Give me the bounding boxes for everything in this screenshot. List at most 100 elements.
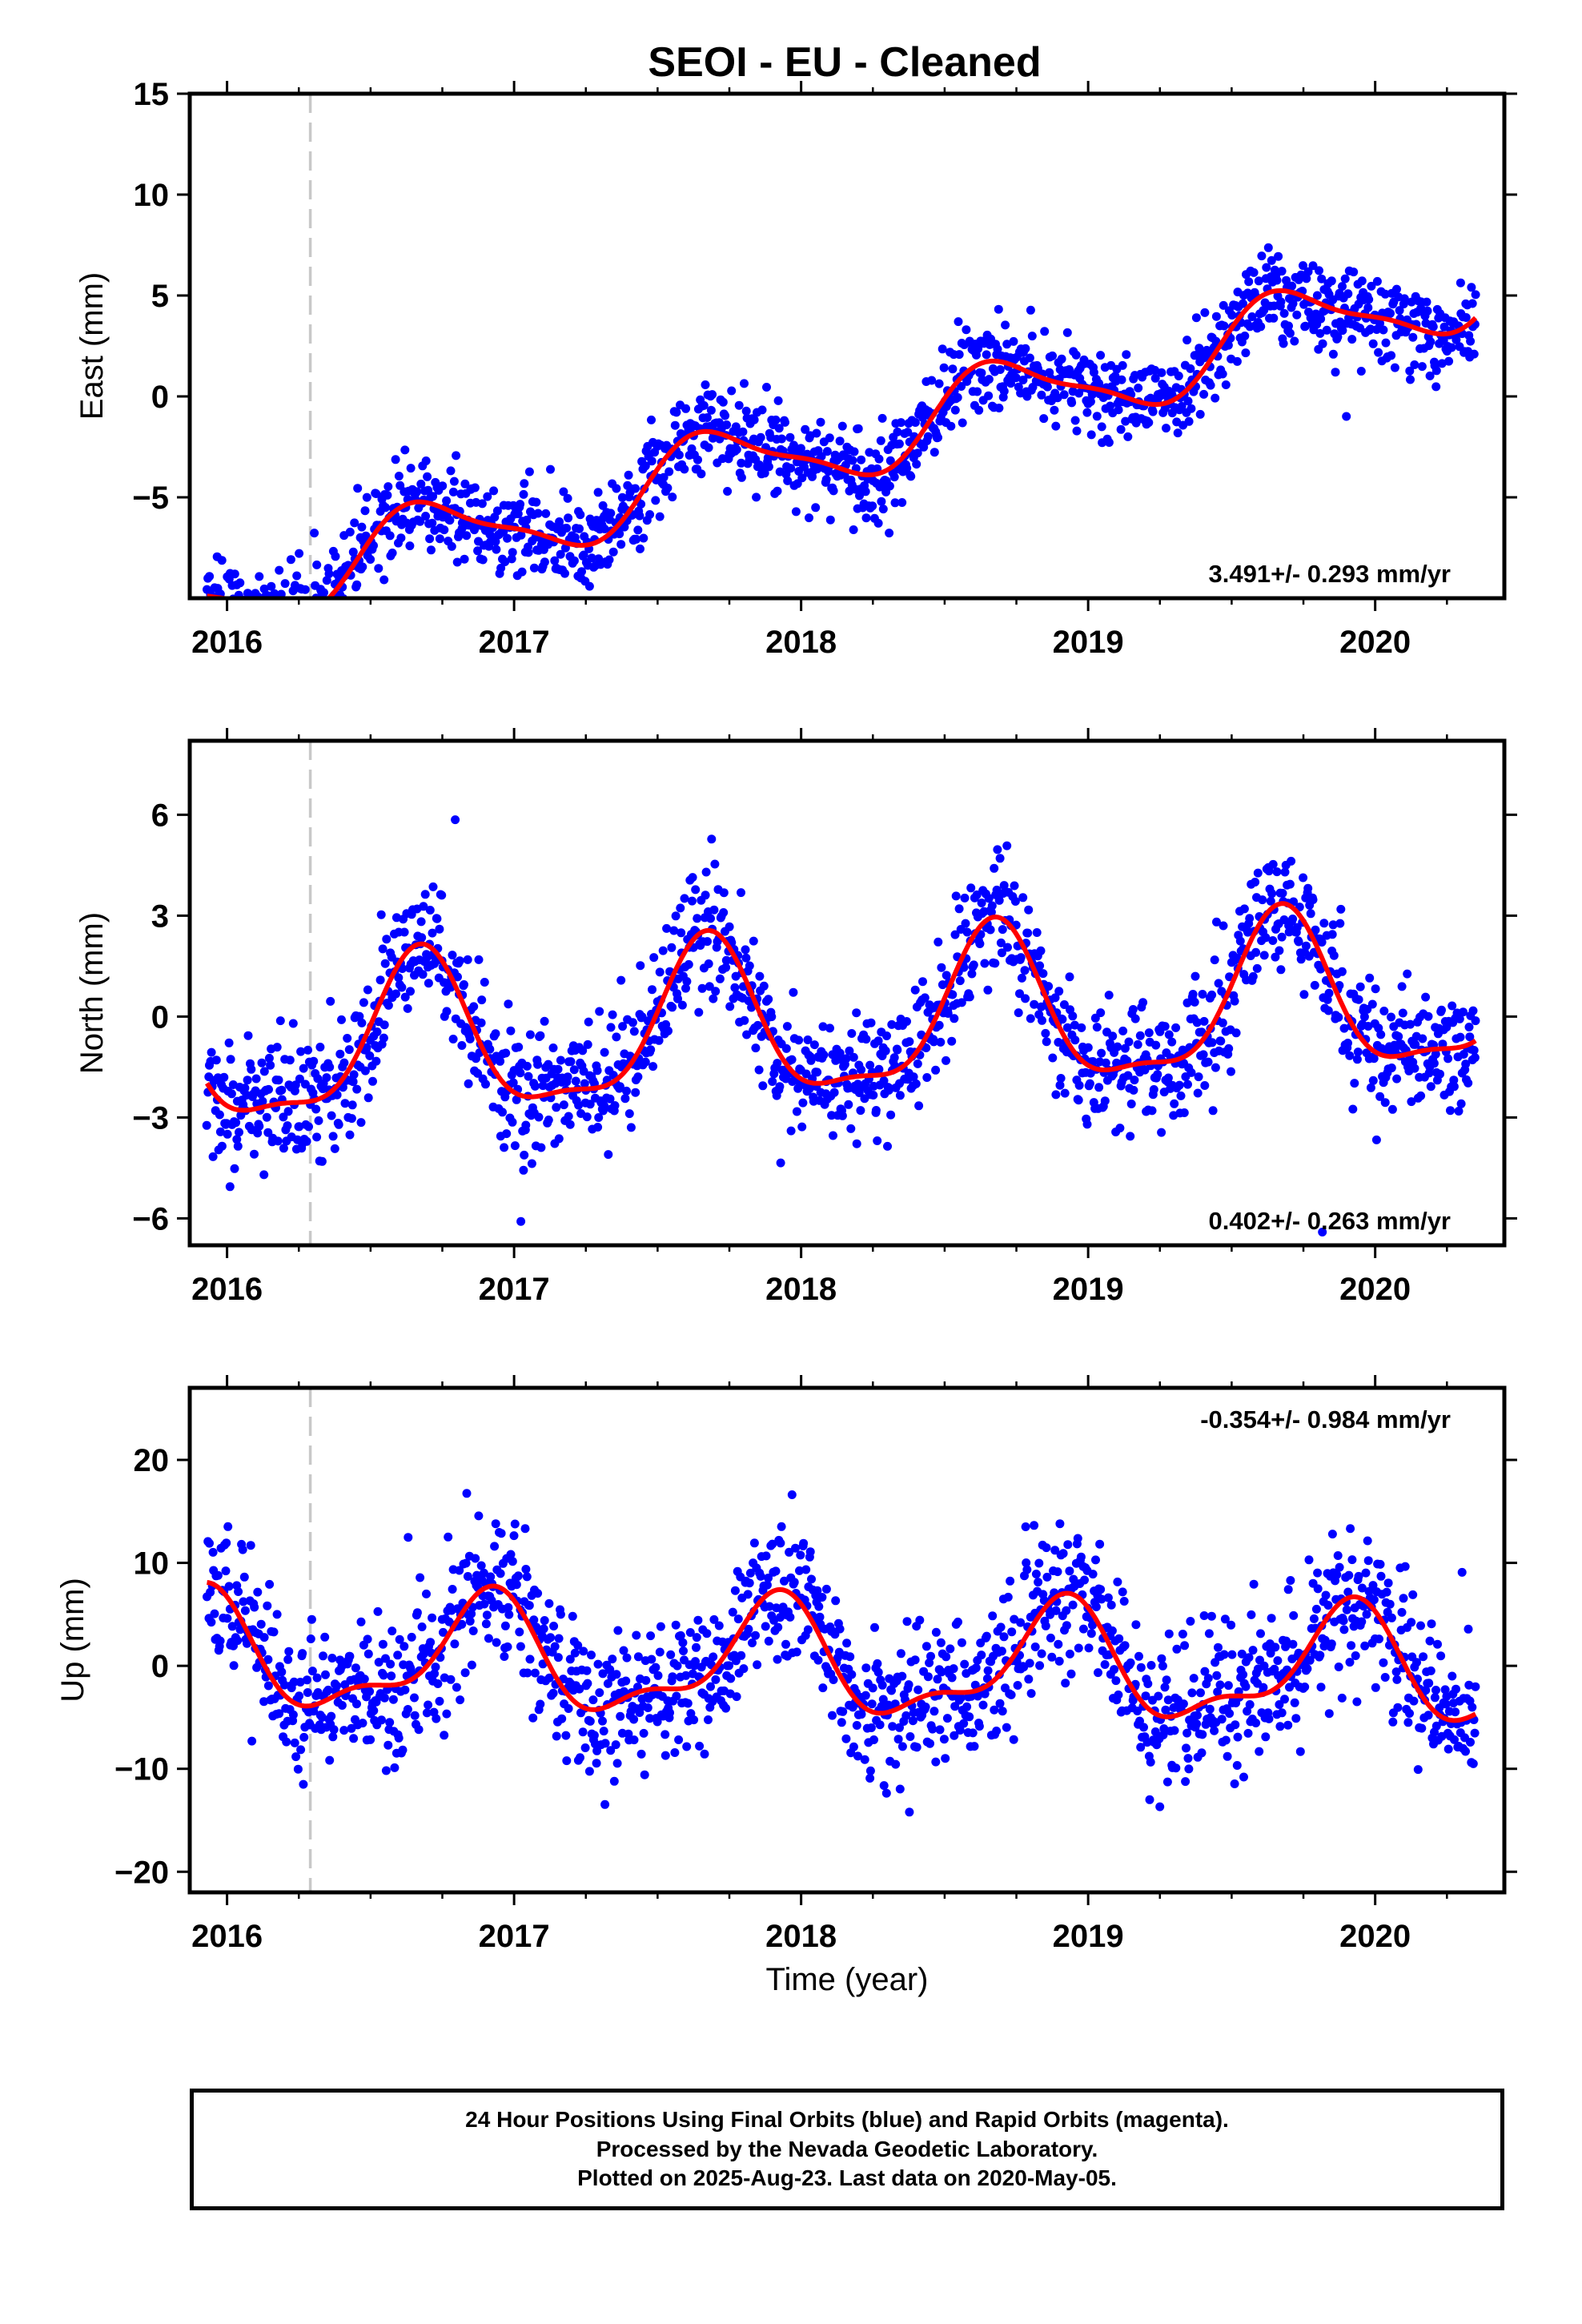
data-point	[1426, 337, 1435, 347]
data-point	[1078, 1624, 1088, 1634]
data-point	[934, 937, 943, 947]
data-point	[1327, 1530, 1337, 1539]
data-point	[1126, 1132, 1135, 1141]
data-point	[1409, 1696, 1419, 1706]
data-point	[208, 1547, 218, 1557]
data-point	[460, 479, 470, 489]
data-point	[999, 881, 1009, 891]
data-point	[1194, 1072, 1203, 1082]
data-point	[1021, 1522, 1030, 1531]
data-point	[1376, 1030, 1386, 1039]
data-point	[1286, 1576, 1295, 1585]
data-point	[939, 363, 949, 372]
data-point	[1338, 282, 1347, 292]
data-point	[595, 1007, 604, 1016]
data-point	[300, 628, 309, 637]
data-point	[1431, 366, 1441, 376]
data-point	[606, 1023, 616, 1032]
data-point	[1347, 1641, 1356, 1651]
data-point	[1290, 1698, 1299, 1707]
data-point	[773, 1059, 782, 1068]
data-point	[247, 1736, 257, 1746]
data-point	[1465, 1032, 1475, 1042]
data-point	[1134, 384, 1143, 392]
data-point	[424, 979, 433, 988]
data-point	[266, 1060, 275, 1070]
data-point	[546, 464, 555, 474]
data-point	[1244, 277, 1254, 287]
data-point	[938, 344, 947, 354]
data-point	[598, 1669, 608, 1679]
data-point	[761, 1622, 770, 1631]
data-point	[506, 1550, 516, 1559]
data-point	[950, 1702, 960, 1711]
data-point	[435, 924, 444, 934]
data-point	[238, 1545, 247, 1554]
data-point	[1452, 1684, 1460, 1694]
data-point	[1178, 1699, 1188, 1709]
data-point	[1223, 340, 1233, 350]
data-point	[1334, 1012, 1343, 1022]
data-point	[845, 1046, 854, 1055]
data-point	[1371, 1135, 1381, 1144]
data-point	[939, 1735, 949, 1744]
data-point	[1053, 1567, 1062, 1577]
data-point	[1042, 1543, 1051, 1553]
data-point	[1423, 1711, 1433, 1720]
data-point	[378, 1639, 387, 1649]
data-point	[379, 1693, 389, 1703]
data-point	[1088, 1620, 1097, 1630]
data-point	[655, 967, 665, 977]
data-point	[1037, 1649, 1046, 1659]
data-point	[1217, 1715, 1227, 1724]
data-point	[658, 946, 668, 955]
data-point	[787, 1055, 797, 1064]
data-point	[369, 1706, 379, 1715]
data-point	[1315, 266, 1323, 275]
data-point	[548, 1043, 558, 1052]
data-point	[792, 1107, 801, 1116]
data-point	[550, 556, 560, 565]
data-point	[849, 447, 859, 456]
data-point	[1329, 951, 1339, 960]
data-point	[267, 652, 276, 661]
data-point	[1062, 1606, 1071, 1615]
data-point	[234, 1587, 243, 1596]
data-point	[1106, 1600, 1116, 1610]
data-point	[274, 617, 283, 625]
data-point	[764, 1636, 773, 1646]
data-point	[382, 935, 391, 944]
data-point	[1459, 1007, 1468, 1017]
data-point	[803, 1035, 813, 1044]
data-point	[1062, 328, 1072, 337]
data-point	[1095, 1539, 1105, 1549]
data-point	[1311, 1604, 1321, 1614]
data-point	[592, 1759, 601, 1768]
data-point	[379, 575, 389, 585]
data-point	[348, 547, 358, 557]
data-point	[1323, 1601, 1333, 1610]
data-point	[785, 1547, 794, 1557]
data-point	[866, 1723, 876, 1732]
data-point	[332, 1681, 341, 1691]
data-point	[946, 1644, 955, 1654]
data-point	[805, 1084, 814, 1093]
data-point	[912, 460, 921, 469]
data-point	[1335, 981, 1344, 990]
data-point	[1376, 1571, 1386, 1581]
data-point	[1443, 1054, 1453, 1063]
data-point	[327, 1654, 337, 1663]
data-point	[1136, 1663, 1146, 1672]
data-point	[283, 610, 291, 619]
data-point	[1118, 1026, 1128, 1035]
data-point	[1408, 332, 1418, 342]
data-point	[530, 1081, 540, 1091]
data-point	[287, 624, 296, 633]
data-point	[1199, 1016, 1209, 1026]
data-point	[777, 1522, 786, 1531]
data-point	[1315, 328, 1325, 338]
data-point	[1406, 375, 1415, 384]
data-point	[753, 1660, 762, 1670]
data-point	[909, 1072, 918, 1082]
data-point	[1343, 1587, 1353, 1597]
